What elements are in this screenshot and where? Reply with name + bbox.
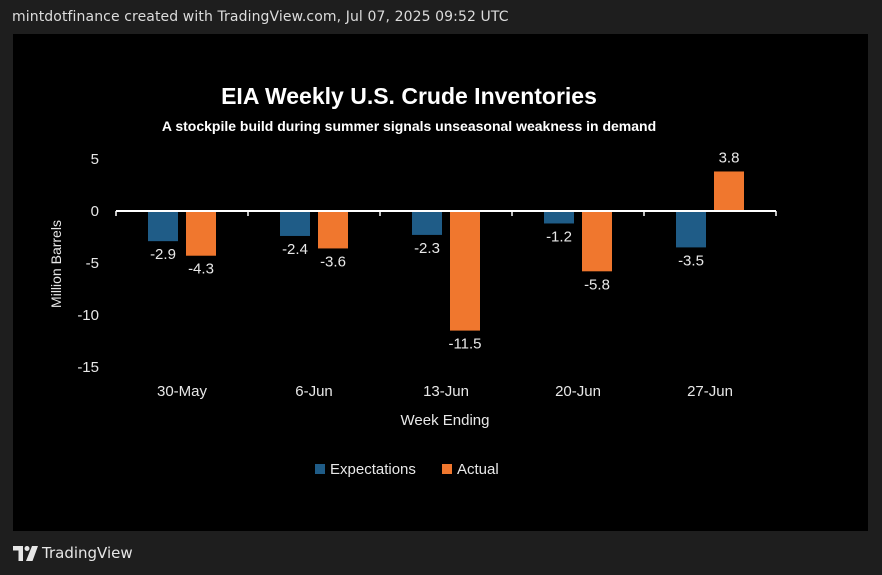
bar-expectations (148, 211, 178, 242)
chart-subtitle: A stockpile build during summer signals … (162, 118, 656, 134)
bar-expectations (412, 211, 442, 235)
bar-actual (186, 211, 216, 256)
data-label: -2.9 (150, 246, 176, 263)
bar-actual (450, 211, 480, 331)
tradingview-logo-icon[interactable] (13, 545, 38, 561)
data-label: -1.2 (546, 228, 572, 245)
x-tick-label: 20-Jun (555, 383, 601, 400)
data-label: -2.4 (282, 241, 308, 258)
y-tick-label: -5 (86, 255, 99, 272)
y-tick-label: -10 (77, 307, 99, 324)
bar-expectations (280, 211, 310, 236)
y-axis-label: Million Barrels (48, 220, 64, 308)
x-axis-label: Week Ending (401, 412, 490, 429)
bar-actual (318, 211, 348, 249)
chart-title: EIA Weekly U.S. Crude Inventories (221, 83, 597, 109)
legend-swatch-expectations (315, 464, 325, 474)
bar-expectations (676, 211, 706, 248)
data-label: 3.8 (719, 149, 740, 166)
data-label: -3.6 (320, 253, 346, 270)
data-label: -11.5 (448, 336, 481, 353)
data-label: -2.3 (414, 240, 440, 257)
bar-actual (582, 211, 612, 272)
legend-label-expectations: Expectations (330, 461, 416, 478)
y-tick-label: -15 (77, 359, 99, 376)
legend-swatch-actual (442, 464, 452, 474)
chart-caption: mintdotfinance created with TradingView.… (12, 9, 509, 25)
y-tick-label: 0 (91, 203, 99, 220)
bar-chart: EIA Weekly U.S. Crude Inventories A stock… (48, 83, 777, 478)
x-tick-label: 13-Jun (423, 383, 469, 400)
footer: TradingView (13, 544, 133, 562)
tradingview-brand[interactable]: TradingView (42, 544, 133, 562)
data-label: -5.8 (584, 276, 610, 293)
legend-label-actual: Actual (457, 461, 499, 478)
x-tick-label: 27-Jun (687, 383, 733, 400)
chart-panel: EIA Weekly U.S. Crude Inventories A stock… (13, 34, 868, 531)
bar-actual (714, 171, 744, 211)
y-tick-label: 5 (91, 151, 99, 168)
bar-expectations (544, 211, 574, 224)
x-tick-label: 30-May (157, 383, 208, 400)
x-tick-label: 6-Jun (295, 383, 333, 400)
data-label: -4.3 (188, 261, 214, 278)
data-label: -3.5 (678, 252, 704, 269)
